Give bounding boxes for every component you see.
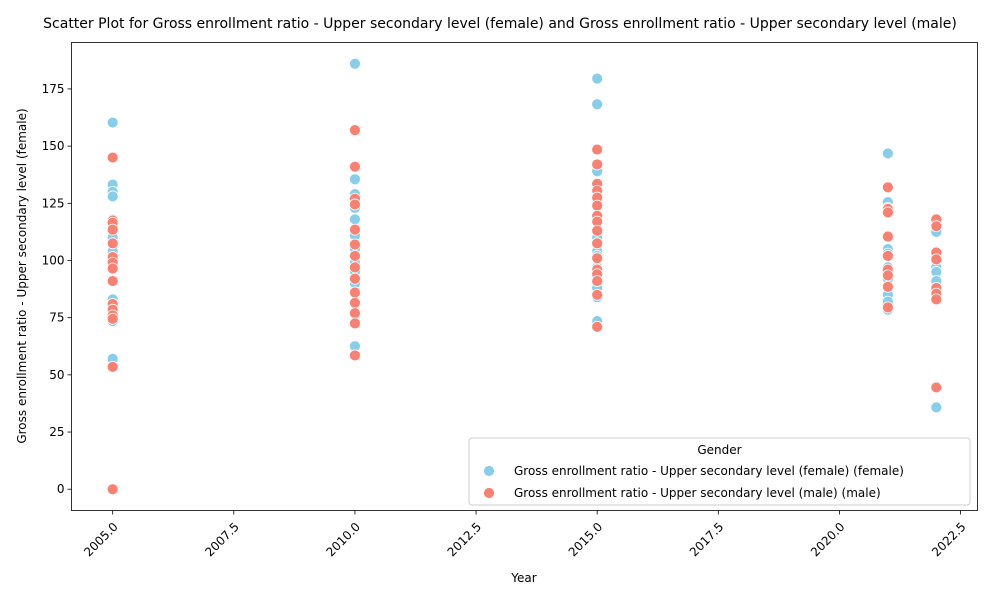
legend-label-male: Gross enrollment ratio - Upper secondary…: [514, 486, 881, 500]
male-point-53: [881, 301, 894, 314]
male-point-51: [881, 269, 894, 282]
male-point-30: [591, 158, 604, 171]
male-point-28: [349, 349, 361, 362]
male-point-49: [881, 250, 894, 262]
points-layer: [106, 57, 943, 496]
x-tick-label: 2017.5: [687, 520, 727, 560]
male-point-25: [349, 296, 361, 309]
x-tick-label: 2020.0: [808, 520, 848, 560]
x-tick-label: 2012.5: [445, 520, 485, 560]
male-point-15: [349, 124, 361, 137]
male-point-57: [930, 253, 943, 266]
y-axis-title: Gross enrollment ratio - Upper secondary…: [15, 108, 29, 443]
male-point-20: [349, 238, 361, 251]
x-tick-label: 2015.0: [566, 520, 606, 560]
male-point-48: [881, 230, 894, 243]
legend-label-female: Gross enrollment ratio - Upper secondary…: [514, 464, 904, 478]
legend-frame: [468, 437, 971, 506]
x-axis-ticks: 2005.0 2007.5 2010.0 2012.5 2015.0 2017.5 2020…: [81, 510, 969, 560]
male-point-39: [591, 252, 604, 265]
male-point-43: [591, 288, 604, 301]
male-point-8: [106, 275, 119, 287]
male-point-38: [591, 237, 604, 250]
female-point-3: [106, 190, 119, 203]
male-point-60: [930, 293, 943, 306]
legend-marker-male: [483, 487, 495, 499]
female-point-14: [349, 57, 361, 70]
female-point-26: [591, 72, 604, 85]
male-point-13: [106, 360, 119, 373]
male-point-21: [349, 250, 361, 262]
male-point-52: [881, 280, 894, 293]
male-point-22: [349, 261, 361, 274]
male-point-24: [349, 286, 361, 299]
chart-title: Scatter Plot for Gross enrollment ratio …: [43, 16, 957, 32]
male-point-18: [349, 198, 361, 211]
female-point-56: [930, 401, 943, 414]
male-point-4: [106, 237, 119, 250]
female-point-15: [349, 173, 361, 186]
female-point-39: [881, 147, 894, 160]
male-point-19: [349, 223, 361, 236]
y-tick-label: 0: [57, 482, 65, 496]
y-tick-label: 150: [42, 139, 65, 153]
male-point-27: [349, 317, 361, 330]
male-point-55: [930, 220, 943, 233]
y-tick-label: 125: [42, 196, 65, 210]
female-point-27: [591, 98, 604, 111]
male-point-37: [591, 224, 604, 237]
x-tick-label: 2005.0: [81, 520, 121, 560]
x-axis-title: Year: [510, 571, 536, 585]
male-point-34: [591, 199, 604, 212]
male-point-44: [591, 320, 604, 333]
male-point-3: [106, 223, 119, 236]
y-tick-label: 25: [49, 425, 64, 439]
male-point-61: [930, 381, 943, 394]
x-tick-label: 2010.0: [323, 520, 363, 560]
y-tick-label: 50: [49, 368, 64, 382]
male-point-0: [106, 151, 119, 164]
legend-marker-female: [483, 465, 495, 477]
female-point-0: [106, 116, 119, 129]
x-tick-label: 2022.5: [929, 520, 969, 560]
male-point-26: [349, 307, 361, 319]
male-point-23: [349, 272, 361, 285]
male-point-16: [349, 160, 361, 173]
y-axis-ticks: 0 25 50 75 100 125 150 175: [42, 82, 72, 496]
male-point-47: [881, 206, 894, 219]
legend-title: Gender: [697, 443, 741, 457]
y-tick-label: 100: [42, 253, 65, 267]
male-point-12: [106, 312, 119, 325]
male-point-29: [591, 143, 604, 156]
male-point-14: [106, 483, 119, 496]
x-tick-label: 2007.5: [202, 520, 242, 560]
y-tick-label: 175: [42, 82, 65, 96]
legend: Gender Gross enrollment ratio - Upper se…: [468, 437, 971, 506]
y-tick-label: 75: [49, 311, 64, 325]
female-point-18: [349, 213, 361, 226]
male-point-7: [106, 262, 119, 275]
plot-frame: [71, 42, 978, 511]
male-point-45: [881, 181, 894, 194]
male-point-42: [591, 275, 604, 287]
